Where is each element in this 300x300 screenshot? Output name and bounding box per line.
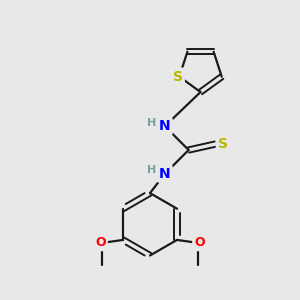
Text: S: S bbox=[218, 137, 228, 151]
Text: O: O bbox=[95, 236, 106, 249]
Text: H: H bbox=[147, 118, 156, 128]
Text: N: N bbox=[159, 167, 171, 181]
Text: S: S bbox=[173, 70, 183, 84]
Text: H: H bbox=[147, 165, 156, 175]
Text: O: O bbox=[194, 236, 205, 249]
Text: N: N bbox=[159, 119, 171, 133]
